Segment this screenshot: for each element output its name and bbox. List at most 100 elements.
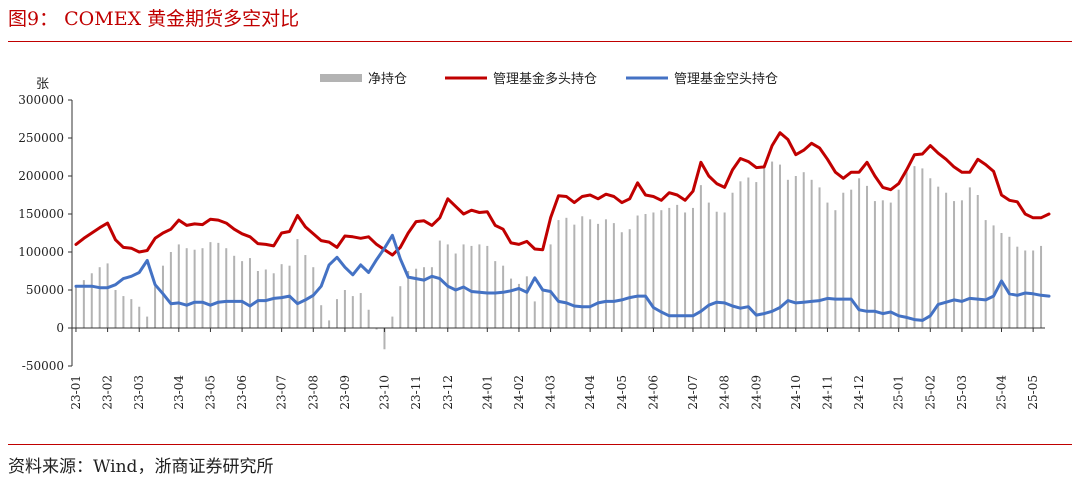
x-tick-label: 23-04 [172,375,186,410]
net-position-bar [1008,236,1011,328]
net-position-bar [604,219,607,328]
x-tick-label: 24-08 [718,375,732,410]
x-tick-label: 25-02 [923,375,937,410]
net-position-bar [573,224,576,328]
x-tick-label: 24-05 [615,375,629,410]
legend-label: 管理基金多头持仓 [493,71,597,87]
net-position-bar [138,306,141,328]
x-tick-label: 24-04 [583,375,597,410]
x-tick-label: 24-12 [852,375,866,410]
net-position-bar [747,177,750,328]
net-position-bar [786,179,789,328]
net-position-bar [122,296,125,328]
net-position-bar [976,195,979,328]
net-position-bar [589,219,592,328]
net-position-bar [668,207,671,328]
net-position-bar [248,258,251,328]
net-position-bar [296,239,299,328]
net-position-bar [968,187,971,328]
legend-label: 净持仓 [368,72,407,87]
net-position-bar [739,181,742,328]
net-position-bar [130,299,133,328]
net-position-bar [818,187,821,328]
net-position-bar [834,210,837,328]
net-position-bar [478,244,481,328]
net-position-bar [114,290,117,328]
net-position-bar [407,271,410,328]
net-position-bar [90,273,93,328]
net-position-bar [794,176,797,328]
net-position-bar [415,268,418,328]
net-position-bar [778,164,781,328]
net-position-bar [177,244,180,328]
x-tick-label: 24-09 [749,375,763,410]
net-position-bar [858,178,861,328]
y-axis-unit-label: 张 [36,77,49,92]
net-position-bar [533,301,536,328]
net-position-bar [193,249,196,328]
net-position-bar [154,286,157,328]
net-position-bar [905,168,908,328]
footer-divider [8,444,1072,445]
net-position-bar [937,186,940,328]
net-position-bar [494,261,497,328]
x-tick-label: 24-02 [512,375,526,410]
net-position-bar [620,232,623,328]
net-position-bar [929,178,932,328]
net-position-bar [873,201,876,328]
x-tick-label: 24-11 [820,375,834,410]
net-position-bar [866,185,869,328]
y-tick-label: 150000 [18,207,64,221]
net-position-bar [201,248,204,328]
net-position-bar [328,320,331,328]
net-position-bar [74,286,77,328]
net-position-bar [517,283,520,328]
net-position-bar [763,164,766,328]
legend-label: 管理基金空头持仓 [674,71,778,87]
net-position-bar [802,172,805,328]
net-position-bar [264,269,267,328]
net-position-bar [826,202,829,328]
net-position-bar [1040,245,1043,328]
net-position-bar [707,202,710,328]
net-position-bar [549,244,552,328]
x-tick-label: 23-09 [338,375,352,410]
net-position-bar [691,207,694,328]
net-position-bar [921,168,924,328]
net-position-bar [391,316,394,328]
y-tick-label: 0 [56,321,64,335]
net-position-bar [960,200,963,328]
futures-position-chart: 张 300000 250000 200000 150000 100000 50000 0 -5… [18,71,1051,410]
net-position-bar [1024,250,1027,328]
net-position-bar [375,328,378,330]
x-tick-label: 25-04 [994,375,1008,410]
legend-swatch-net [320,74,362,82]
y-tick-label: -50000 [22,359,64,373]
x-tick-label: 24-10 [789,375,803,410]
x-tick-label: 24-03 [544,375,558,410]
net-position-bar [755,182,758,328]
x-tick-label: 25-01 [892,375,906,410]
x-tick-label: 23-02 [101,375,115,410]
net-position-bar [233,255,236,328]
net-position-bar [992,225,995,328]
net-position-bar [731,192,734,328]
net-position-bar [399,286,402,328]
net-position-bar [486,245,489,328]
x-tick-label: 25-03 [955,375,969,410]
x-tick-label: 23-11 [409,375,423,410]
x-tick-label: 23-01 [69,375,83,410]
net-position-bar [343,290,346,328]
net-position-bar [881,200,884,328]
net-position-bar [106,263,109,328]
net-position-bar [146,316,149,328]
net-position-bar [723,212,726,328]
net-position-bar [510,278,513,328]
net-position-bar [430,267,433,328]
net-position-bar [581,216,584,328]
net-position-bar [525,276,528,328]
net-position-bar [945,192,948,328]
net-position-bar [98,267,101,328]
net-position-bar [676,204,679,328]
net-position-bar [367,309,370,328]
